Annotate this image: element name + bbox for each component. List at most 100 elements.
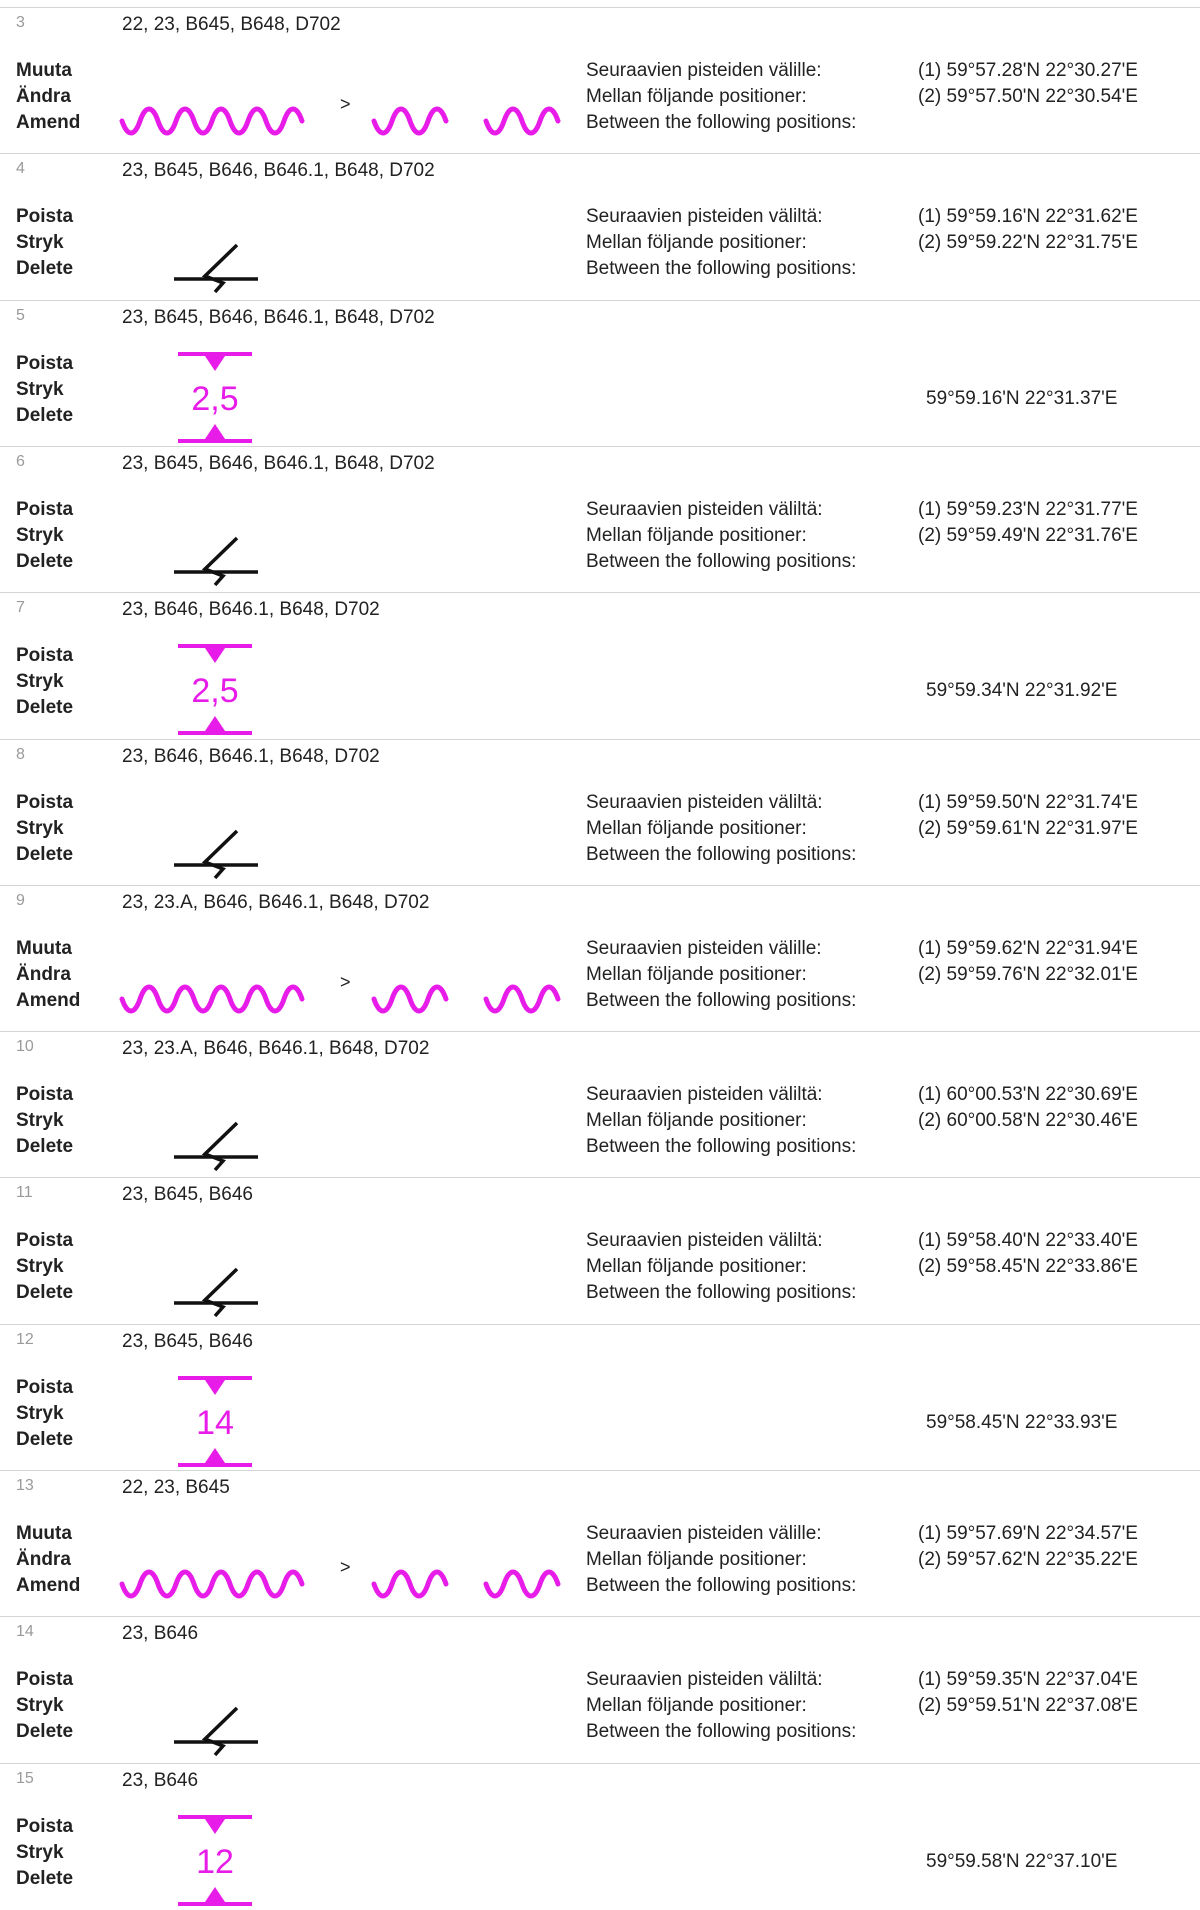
action-label: Stryk [16,524,64,546]
depth-top-arrow [205,1818,225,1834]
entry-number: 8 [16,745,25,763]
action-label: Poista [16,352,74,374]
chart-list: 23, B646, B646.1, B648, D702 [122,745,380,767]
depth-top-arrow [205,1379,225,1395]
symbol-area [174,244,258,294]
position-list: (1) 59°57.28'N 22°30.27'E (2) 59°57.50'N … [918,58,1138,110]
action-label: Poista [16,1084,74,1106]
position-coordinate: (2) 59°59.51'N 22°37.08'E [918,1695,1138,1717]
between-label-line: Seuraavien pisteiden väliltä: [586,498,823,520]
between-positions-label: Seuraavien pisteiden väliltä: Mellan följ… [586,204,856,282]
between-label-line: Seuraavien pisteiden välille: [586,1523,822,1544]
between-label-line: Mellan följande positioner: [586,1256,807,1278]
action-label: Ändra [16,963,71,985]
action-label: Delete [16,1282,74,1304]
between-label-line: Between the following positions: [586,843,857,865]
depth-value: 2,5 [191,672,238,710]
symbol-area [174,1268,258,1318]
wavy-line-old [119,106,305,136]
chart-list: 23, B646 [122,1769,199,1791]
action-label: Stryk [16,232,64,254]
change-arrow: > [340,971,351,992]
notice-entry: 3 22, 23, B645, B648, D702 Muuta Ändra Amend… [0,7,1200,153]
position-coordinate: (1) 59°59.50'N 22°31.74'E [918,791,1138,813]
position-list: (1) 59°59.62'N 22°31.94'E (2) 59°59.76'N … [918,936,1138,988]
action-label: Poista [16,645,74,667]
chart-list: 23, B646 [122,1623,199,1645]
action-label: Delete [16,1136,74,1158]
action-labels: Poista Stryk Delete [16,1667,73,1745]
action-label: Stryk [16,1256,64,1278]
depth-value: 12 [196,1843,234,1881]
entry-number: 4 [16,160,25,178]
symbol-area: 2,5 [178,351,252,443]
entry-number: 10 [16,1038,34,1056]
action-labels: Poista Stryk Delete [16,643,73,721]
action-label: Ändra [16,1549,71,1570]
change-arrow: > [340,1557,351,1577]
entry-number: 7 [16,599,25,617]
action-label: Poista [16,1815,74,1837]
entry-number: 14 [16,1623,34,1641]
between-label-line: Seuraavien pisteiden väliltä: [586,1230,823,1252]
action-labels: Muuta Ändra Amend [16,936,80,1014]
cable-line-symbol [174,244,258,294]
symbol-area [119,1569,561,1599]
action-label: Delete [16,1428,74,1450]
position-list: (1) 59°59.35'N 22°37.04'E (2) 59°59.51'N … [918,1667,1138,1719]
action-label: Poista [16,791,74,813]
notice-entry: 6 23, B645, B646, B646.1, B648, D702 Poist… [0,445,1200,592]
entry-number: 3 [16,14,25,31]
action-label: Delete [16,1721,74,1743]
depth-contour-symbol: 14 [178,1375,252,1467]
symbol-area: 12 [178,1814,252,1906]
action-label: Amend [16,1575,81,1596]
between-label-line: Mellan följande positioner: [586,1695,807,1717]
action-label: Amend [16,112,81,133]
entry-number: 13 [16,1477,34,1494]
action-labels: Poista Stryk Delete [16,497,73,575]
position-coordinate: (1) 59°57.69'N 22°34.57'E [918,1523,1138,1544]
depth-bottom-arrow [205,1886,225,1902]
cable-zigzag [201,1268,239,1318]
between-label-line: Seuraavien pisteiden välille: [586,937,822,959]
action-label: Delete [16,404,74,426]
position-list: (1) 59°57.69'N 22°34.57'E (2) 59°57.62'N … [918,1521,1138,1573]
position-coordinate: (1) 59°59.23'N 22°31.77'E [918,498,1138,520]
notice-entry: 13 22, 23, B645 Muuta Ändra Amend > Seuraavien… [0,1470,1200,1616]
notice-entry: 9 23, 23.A, B646, B646.1, B648, D702 Muuta… [0,884,1200,1031]
position-coordinate: (1) 59°59.62'N 22°31.94'E [918,937,1138,959]
action-label: Poista [16,1376,74,1398]
position-coordinate: (1) 60°00.53'N 22°30.69'E [918,1084,1138,1106]
depth-contour-symbol: 12 [178,1814,252,1906]
action-labels: Poista Stryk Delete [16,1375,73,1453]
action-labels: Poista Stryk Delete [16,204,73,282]
action-label: Poista [16,206,74,228]
symbol-area [174,1121,258,1172]
chart-list: 23, 23.A, B646, B646.1, B648, D702 [122,1038,430,1060]
notice-entry: 10 23, 23.A, B646, B646.1, B648, D702 Pois… [0,1031,1200,1177]
change-arrow: > [340,94,351,114]
wavy-line-new-1 [371,1569,449,1599]
position-coordinate: (2) 59°59.76'N 22°32.01'E [918,963,1138,985]
cable-line-symbol [174,536,258,587]
between-label-line: Between the following positions: [586,258,857,280]
between-label-line: Between the following positions: [586,550,857,572]
depth-contour-symbol: 2,5 [178,351,252,443]
position-coordinate: (2) 59°57.50'N 22°30.54'E [918,86,1138,107]
position-coordinate: (2) 59°58.45'N 22°33.86'E [918,1256,1138,1278]
between-label-line: Between the following positions: [586,1575,857,1596]
between-positions-label: Seuraavien pisteiden väliltä: Mellan följ… [586,1082,856,1160]
action-label: Muuta [16,1523,72,1544]
action-label: Muuta [16,937,72,959]
position-coordinate: (2) 59°57.62'N 22°35.22'E [918,1549,1138,1570]
cable-zigzag [201,1707,239,1757]
symbol-area [119,984,561,1014]
position-coordinate: (2) 59°59.22'N 22°31.75'E [918,232,1138,254]
cable-zigzag [201,536,239,587]
between-positions-label: Seuraavien pisteiden välille: Mellan följ… [586,936,856,1014]
entry-number: 15 [16,1769,34,1787]
notice-entry: 15 23, B646 Poista Stryk Delete 12 59°59.58'N … [0,1762,1200,1909]
between-positions-label: Seuraavien pisteiden väliltä: Mellan följ… [586,1667,856,1745]
